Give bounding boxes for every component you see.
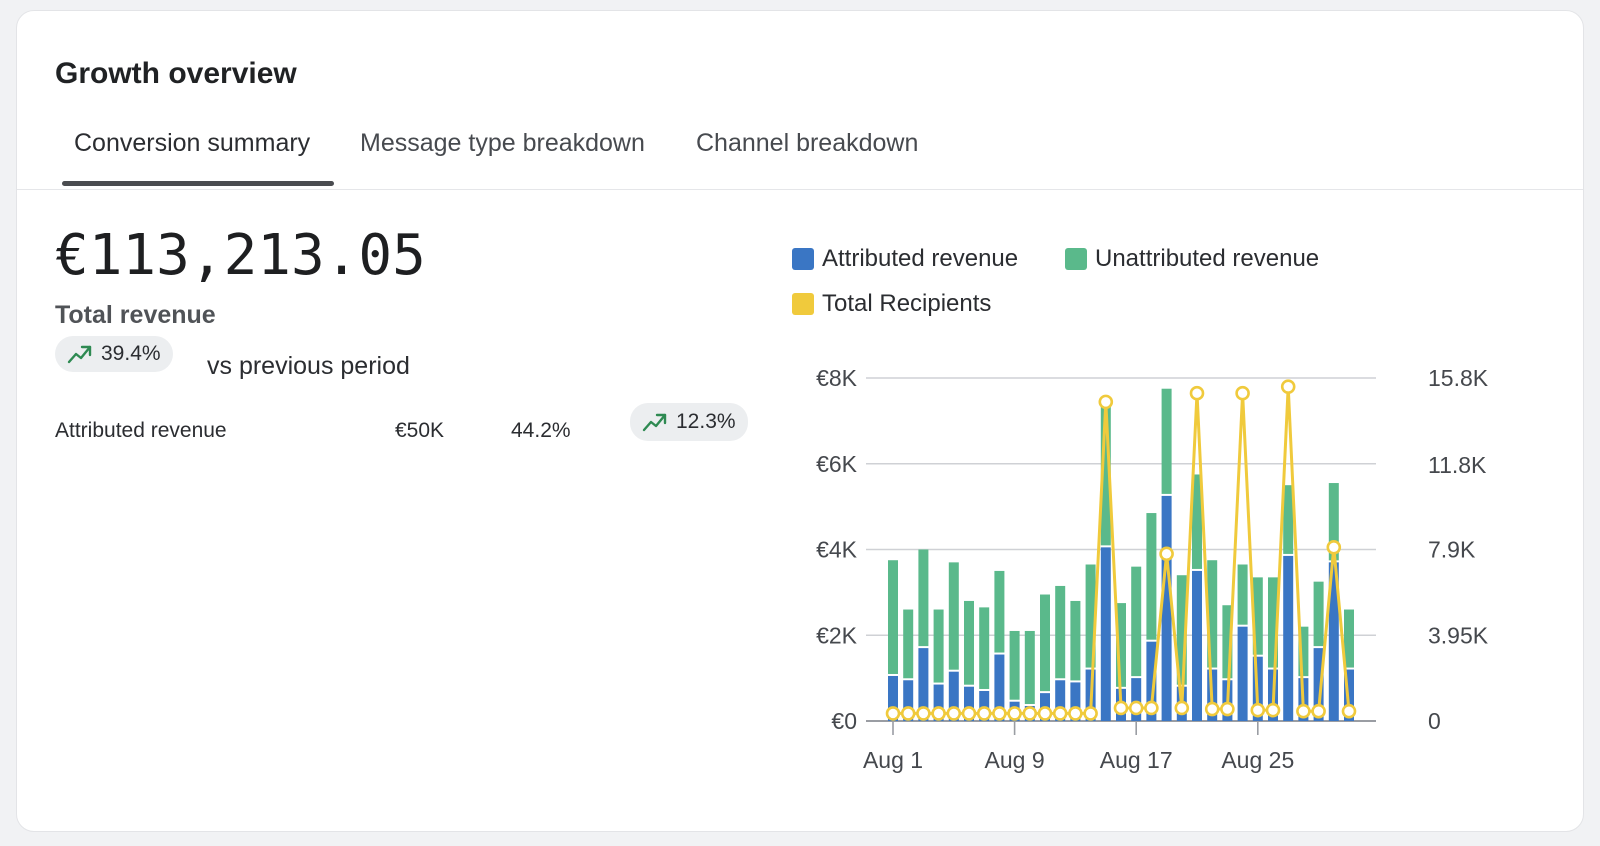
tab-bar: Conversion summary Message type breakdow…	[17, 111, 1583, 190]
total-change-value: 39.4%	[101, 342, 161, 365]
legend-unattributed[interactable]: Unattributed revenue	[1065, 245, 1319, 273]
tab-conversion-summary[interactable]: Conversion summary	[74, 129, 311, 157]
comparison-text: vs previous period	[207, 352, 410, 380]
total-change-badge: 39.4%	[55, 336, 173, 372]
legend-swatch-attributed	[792, 248, 814, 270]
legend-swatch-unattributed	[1065, 248, 1087, 270]
metric-share: 44.2%	[511, 419, 571, 442]
tab-channel-breakdown[interactable]: Channel breakdown	[696, 129, 919, 157]
metric-change-value: 12.3%	[676, 410, 736, 433]
legend-label: Unattributed revenue	[1095, 245, 1320, 272]
active-tab-indicator	[62, 181, 334, 186]
metric-change-badge: 12.3%	[630, 403, 748, 441]
legend-attributed[interactable]: Attributed revenue	[792, 245, 1018, 273]
total-revenue-label: Total revenue	[55, 301, 216, 329]
metric-value: €50K	[395, 419, 445, 442]
metric-label: Attributed revenue	[55, 419, 227, 442]
legend-recipients[interactable]: Total Recipients	[792, 290, 991, 318]
tab-message-type-breakdown[interactable]: Message type breakdown	[360, 129, 645, 157]
metric-row-attributed: Attributed revenue €50K 44.2%	[55, 415, 775, 455]
total-revenue-amount: €113,213.05	[55, 223, 426, 288]
trend-up-icon	[642, 413, 667, 432]
legend-swatch-recipients	[792, 293, 814, 315]
legend-label: Attributed revenue	[822, 245, 1019, 272]
trend-up-icon	[67, 345, 92, 364]
growth-overview-card: Growth overview Conversion summary Messa…	[16, 10, 1584, 832]
legend-label: Total Recipients	[822, 290, 992, 317]
card-title: Growth overview	[55, 57, 297, 90]
